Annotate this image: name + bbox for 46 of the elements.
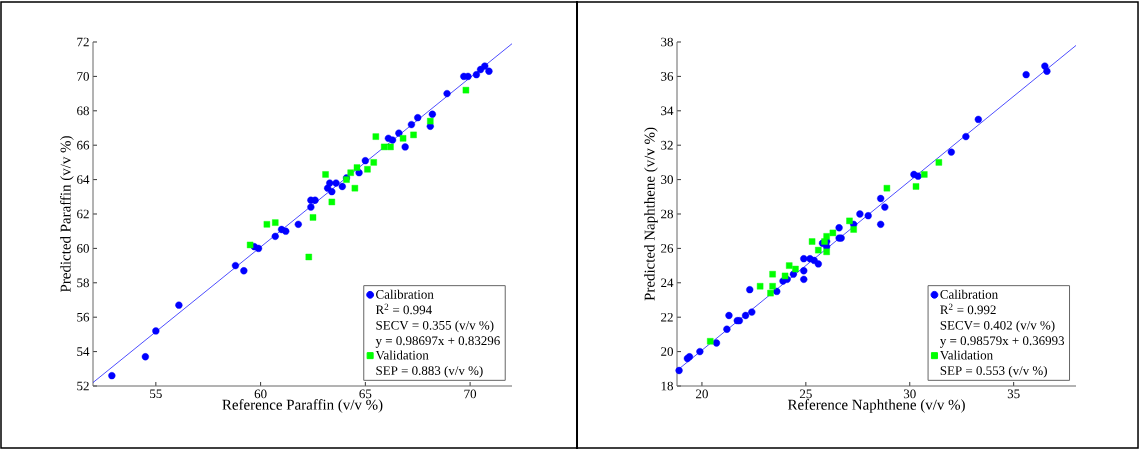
legend-label: Validation — [375, 350, 429, 360]
y-tick-label: 64 — [77, 175, 90, 184]
x-tick-label: 60 — [254, 389, 267, 399]
x-tick-label: 55 — [150, 389, 162, 399]
annotation: y = 0.98697x + 0.83296 — [375, 336, 500, 348]
x-tick-label: 30 — [903, 389, 916, 399]
y-tick-label: 34 — [661, 106, 674, 116]
y-tick-label: 68 — [77, 106, 89, 116]
x-tick-label: 70 — [464, 389, 477, 399]
y-tick-label: 58 — [77, 278, 89, 288]
x-axis-title: Reference Paraffin (v/v %) — [222, 399, 383, 413]
annotation: SEP = 0.553 (v/v %) — [940, 365, 1047, 378]
y-tick-label: 32 — [661, 140, 673, 150]
y-tick-label: 70 — [77, 72, 89, 81]
y-tick-label: 52 — [77, 381, 89, 391]
y-tick-label: 54 — [77, 347, 90, 356]
annotation: R$^{2}$ = 0.994 — [375, 303, 432, 315]
x-axis-title: Reference Naphthene (v/v %) — [787, 399, 965, 413]
y-tick-label: 24 — [661, 278, 674, 288]
x-tick-label: 65 — [359, 389, 372, 399]
x-tick-label: 25 — [799, 389, 812, 399]
y-tick-label: 20 — [661, 347, 673, 356]
legend-label: Calibration — [376, 289, 434, 299]
y-tick-label: 28 — [661, 209, 673, 219]
annotation: SECV= 0.402 (v/v %) — [940, 320, 1055, 333]
annotation: R$^{2}$ = 0.992 — [940, 303, 996, 315]
y-tick-label: 30 — [661, 175, 673, 184]
x-tick-label: 35 — [1007, 389, 1020, 399]
y-tick-label: 38 — [661, 37, 673, 47]
y-axis-title: Predicted Paraffin (v/v %) — [59, 136, 74, 293]
y-tick-label: 60 — [77, 244, 89, 253]
y-tick-label: 18 — [661, 381, 673, 391]
y-tick-label: 66 — [77, 140, 90, 150]
annotation: SECV = 0.355 (v/v %) — [376, 320, 494, 333]
annotation: y = 0.98579x + 0.36993 — [940, 336, 1065, 348]
legend-label: Calibration — [940, 289, 998, 299]
y-tick-label: 22 — [661, 312, 673, 322]
y-tick-label: 72 — [77, 37, 89, 47]
y-tick-label: 26 — [661, 244, 674, 253]
y-tick-label: 62 — [77, 209, 89, 219]
annotation: SEP = 0.883 (v/v %) — [376, 365, 483, 378]
y-axis-title: Predicted Naphthene (v/v %) — [644, 127, 658, 301]
y-tick-label: 36 — [661, 72, 674, 81]
legend-label: Validation — [939, 350, 993, 360]
y-tick-label: 56 — [77, 312, 90, 322]
x-tick-label: 20 — [696, 389, 708, 399]
